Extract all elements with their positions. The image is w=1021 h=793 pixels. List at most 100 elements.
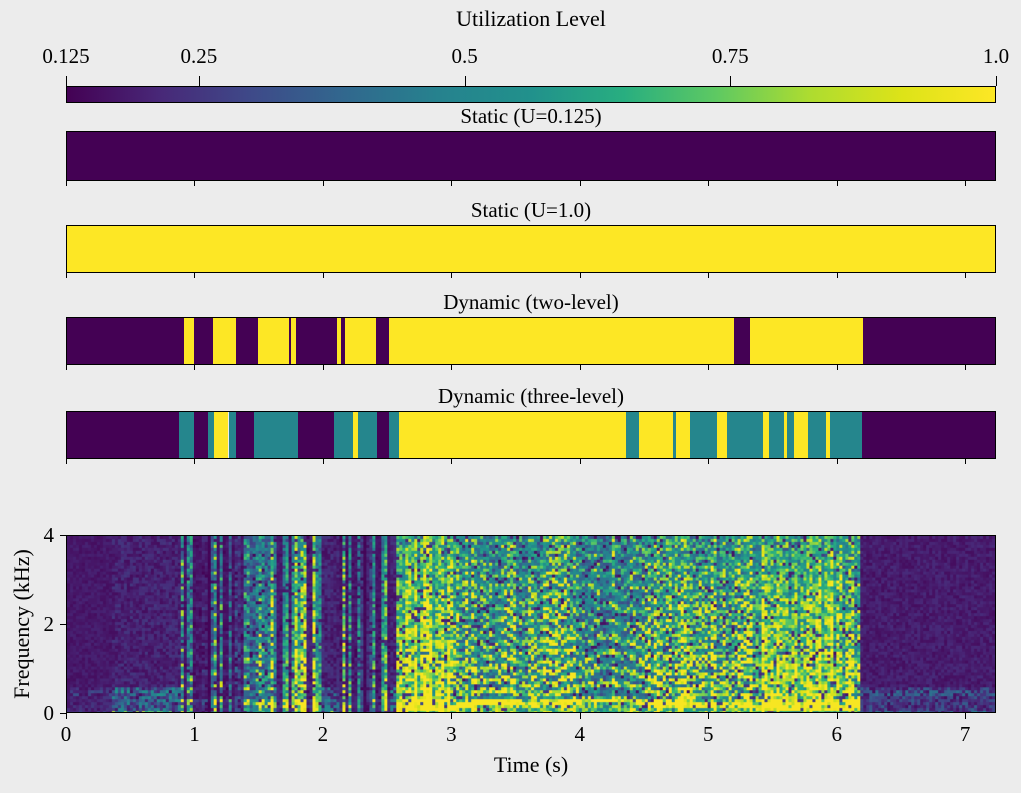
strip-axis-tick [965, 181, 967, 186]
time-axis-tick [965, 713, 967, 719]
utilization-segment [178, 412, 194, 458]
colorbar-title: Utilization Level [456, 6, 606, 31]
strip-axis-tick [579, 181, 581, 186]
frequency-tick-label: 2 [43, 612, 55, 636]
strip-axis-tick [451, 181, 453, 186]
utilization-segment [675, 412, 690, 458]
utilization-segment [673, 412, 676, 458]
frequency-axis-tick [60, 534, 66, 536]
strip-axis-tick [451, 365, 453, 370]
colorbar-tick [198, 76, 200, 86]
spectrogram-plot [66, 535, 996, 713]
frequency-axis-tick [60, 623, 66, 625]
frequency-tick-label: 0 [43, 701, 55, 725]
utilization-segment [352, 412, 358, 458]
utilization-segment [67, 132, 995, 180]
strip-axis-tick [66, 273, 67, 278]
x-axis-label: Time (s) [493, 752, 569, 777]
strip-axis-tick [66, 181, 67, 186]
frequency-tick-label: 4 [43, 523, 55, 547]
strip-axis-tick [579, 459, 581, 464]
colorbar-gradient [66, 86, 996, 103]
panel-title-static-low: Static (U=0.125) [460, 104, 602, 128]
utilization-segment [213, 318, 237, 364]
colorbar-tick-label: 1.0 [982, 44, 1010, 68]
utilization-segment [214, 412, 229, 458]
utilization-segment [67, 318, 184, 364]
utilization-segment [375, 318, 389, 364]
utilization-segment [333, 412, 353, 458]
utilization-segment [296, 318, 338, 364]
time-tick-label: 3 [446, 722, 457, 746]
time-tick-label: 4 [574, 722, 586, 746]
strip-axis-tick [836, 273, 838, 278]
utilization-segment [207, 412, 215, 458]
utilization-segment [861, 412, 995, 458]
time-axis-tick [836, 713, 838, 719]
strip-axis-tick [836, 181, 838, 186]
time-tick-label: 0 [60, 722, 72, 746]
utilization-segment [398, 412, 626, 458]
time-axis-tick [322, 713, 324, 719]
y-axis-label: Frequency (kHz) [9, 549, 34, 699]
strip-axis-tick [194, 365, 196, 370]
colorbar-tick-label: 0.5 [451, 44, 478, 68]
colorbar-tick [464, 76, 466, 86]
utilization-segment [337, 318, 342, 364]
strip-axis-tick [579, 365, 581, 370]
utilization-segment [807, 412, 826, 458]
spectrogram-image [67, 536, 995, 712]
utilization-segment [787, 412, 794, 458]
colorbar-tick-label: 0.125 [42, 44, 90, 68]
colorbar-tick [730, 76, 732, 86]
time-tick-label: 5 [703, 722, 714, 746]
strip-static-high [66, 225, 996, 273]
utilization-segment [236, 318, 258, 364]
utilization-segment [625, 412, 639, 458]
utilization-segment [67, 412, 179, 458]
colorbar-tick-label: 0.25 [180, 44, 218, 68]
colorbar-tick-label: 0.75 [711, 44, 749, 68]
utilization-segment [257, 318, 289, 364]
strip-axis-tick [708, 459, 710, 464]
utilization-segment [825, 412, 830, 458]
strip-axis-tick [322, 365, 324, 370]
strip-axis-tick [322, 181, 324, 186]
utilization-segment [727, 412, 763, 458]
strip-axis-tick [194, 459, 196, 464]
utilization-segment [763, 412, 770, 458]
utilization-segment [236, 412, 255, 458]
utilization-segment [345, 318, 376, 364]
utilization-segment [388, 318, 734, 364]
time-axis-tick [194, 713, 196, 719]
utilization-segment [228, 412, 237, 458]
time-tick-label: 7 [959, 722, 971, 746]
utilization-segment [341, 318, 346, 364]
strip-axis-tick [451, 459, 453, 464]
utilization-segment [829, 412, 862, 458]
utilization-segment [716, 412, 728, 458]
strip-axis-tick [708, 273, 710, 278]
colorbar-tick [66, 76, 67, 86]
utilization-segment [357, 412, 378, 458]
utilization-segment [183, 318, 194, 364]
panel-title-dynamic-two: Dynamic (two-level) [443, 290, 619, 314]
utilization-segment [67, 226, 995, 272]
strip-axis-tick [708, 181, 710, 186]
utilization-segment [783, 412, 788, 458]
strip-static-low [66, 131, 996, 181]
strip-axis-tick [66, 459, 67, 464]
time-tick-label: 6 [831, 722, 842, 746]
utilization-segment [193, 412, 208, 458]
strip-axis-tick [708, 365, 710, 370]
utilization-segment [297, 412, 334, 458]
strip-dynamic-two-level [66, 317, 996, 365]
utilization-segment [193, 318, 214, 364]
utilization-segment [689, 412, 717, 458]
strip-axis-tick [965, 459, 967, 464]
utilization-segment [638, 412, 674, 458]
utilization-segment [388, 412, 399, 458]
time-tick-label: 1 [189, 722, 200, 746]
time-axis-tick [66, 713, 67, 719]
